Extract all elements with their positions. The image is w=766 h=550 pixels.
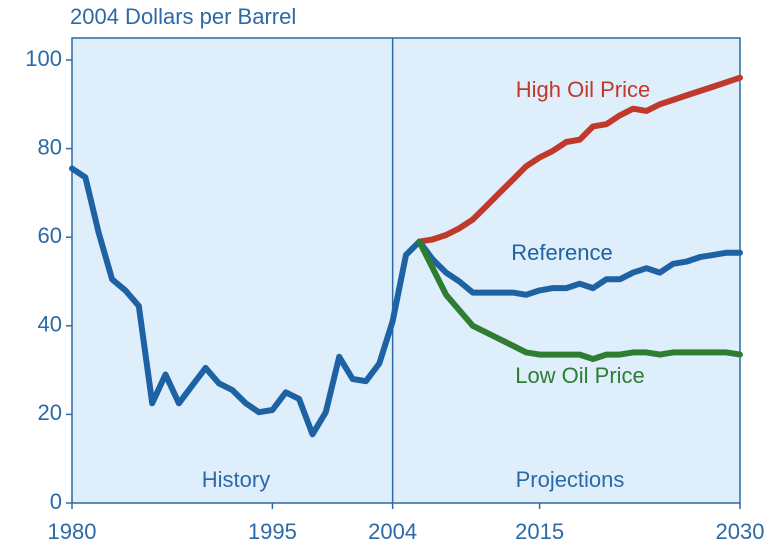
y-tick-label: 100 xyxy=(25,46,62,71)
x-tick-label: 1980 xyxy=(48,519,97,544)
series-label: High Oil Price xyxy=(516,77,650,102)
y-tick-label: 0 xyxy=(50,489,62,514)
x-tick-label: 1995 xyxy=(248,519,297,544)
y-tick-label: 20 xyxy=(38,400,62,425)
plot-area xyxy=(71,37,741,504)
region-label: History xyxy=(202,467,270,492)
series-line xyxy=(416,238,743,298)
series-label: Reference xyxy=(511,240,613,265)
y-axis-label: 2004 Dollars per Barrel xyxy=(70,4,296,29)
series-label: Low Oil Price xyxy=(515,363,645,388)
series-line xyxy=(416,74,743,245)
y-tick-label: 80 xyxy=(38,134,62,159)
y-tick-label: 40 xyxy=(38,312,62,337)
x-tick-label: 2030 xyxy=(716,519,765,544)
series-line xyxy=(416,238,743,362)
series-line xyxy=(69,165,423,438)
x-tick-label: 2004 xyxy=(368,519,417,544)
x-tick-label: 2015 xyxy=(515,519,564,544)
region-label: Projections xyxy=(516,467,625,492)
y-tick-label: 60 xyxy=(38,223,62,248)
